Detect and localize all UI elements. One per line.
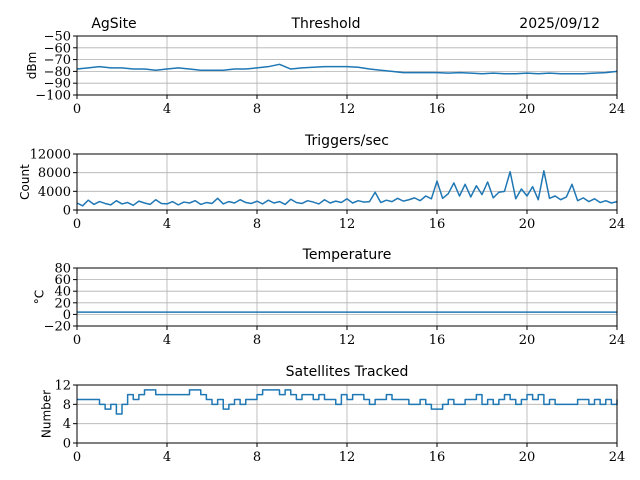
x-tick-label: 8 (253, 217, 261, 232)
x-tick-label: 4 (163, 102, 171, 117)
y-axis-label: Count (18, 164, 32, 200)
y-tick-label: 0 (63, 204, 71, 219)
x-tick-label: 16 (429, 450, 446, 465)
subplot-title: Satellites Tracked (286, 364, 409, 380)
x-tick-label: 8 (253, 333, 261, 348)
x-tick-label: 20 (519, 450, 536, 465)
x-tick-label: 16 (429, 102, 446, 117)
x-tick-label: 20 (519, 217, 536, 232)
y-tick-label: −20 (44, 320, 71, 335)
x-tick-label: 8 (253, 102, 261, 117)
x-tick-label: 8 (253, 450, 261, 465)
date-label: 2025/09/12 (519, 16, 600, 32)
x-tick-label: 4 (163, 450, 171, 465)
x-tick-label: 16 (429, 333, 446, 348)
x-tick-label: 16 (429, 217, 446, 232)
y-tick-label: −90 (44, 77, 71, 92)
y-tick-label: 8 (63, 398, 71, 413)
x-tick-label: 0 (73, 102, 81, 117)
y-tick-label: 40 (54, 285, 71, 300)
y-tick-label: 4000 (38, 185, 71, 200)
y-tick-label: 0 (63, 437, 71, 452)
subplot-title: Triggers/sec (304, 133, 389, 149)
subplot-0: 0 4 8 12 16 20 24 −100−90−80−70−60−50 dBm (25, 30, 625, 118)
y-tick-label: 12000 (30, 148, 71, 163)
y-tick-label: 0 (63, 308, 71, 323)
y-axis-label: dBm (25, 52, 39, 80)
y-tick-label: 20 (54, 296, 71, 311)
series-line (76, 170, 618, 207)
series-line (76, 63, 618, 75)
x-tick-label: 0 (73, 217, 81, 232)
x-tick-label: 12 (339, 102, 356, 117)
x-tick-label: 0 (73, 333, 81, 348)
y-tick-label: −100 (35, 89, 71, 104)
y-tick-label: 12 (54, 379, 71, 394)
y-tick-label: 8000 (38, 166, 71, 181)
x-tick-label: 24 (609, 333, 626, 348)
y-tick-label: −70 (44, 53, 71, 68)
x-tick-label: 24 (609, 450, 626, 465)
figure-title: Threshold (291, 16, 361, 32)
y-axis-label: °C (32, 290, 46, 304)
x-tick-label: 12 (339, 217, 356, 232)
x-tick-label: 4 (163, 333, 171, 348)
x-tick-label: 24 (609, 102, 626, 117)
x-tick-label: 20 (519, 333, 536, 348)
y-axis-label: Number (40, 390, 54, 438)
y-tick-label: 60 (54, 273, 71, 288)
x-tick-label: 4 (163, 217, 171, 232)
y-tick-label: −50 (44, 30, 71, 45)
series-line (77, 389, 618, 415)
y-tick-label: −80 (44, 65, 71, 80)
x-tick-label: 12 (339, 333, 356, 348)
y-tick-label: −60 (44, 41, 71, 56)
site-label: AgSite (91, 16, 136, 32)
subplot-title: Temperature (302, 247, 392, 263)
y-tick-label: 4 (63, 417, 71, 432)
x-tick-label: 24 (609, 217, 626, 232)
x-tick-label: 0 (73, 450, 81, 465)
y-tick-label: 80 (54, 262, 71, 277)
x-tick-label: 12 (339, 450, 356, 465)
x-tick-label: 20 (519, 102, 536, 117)
